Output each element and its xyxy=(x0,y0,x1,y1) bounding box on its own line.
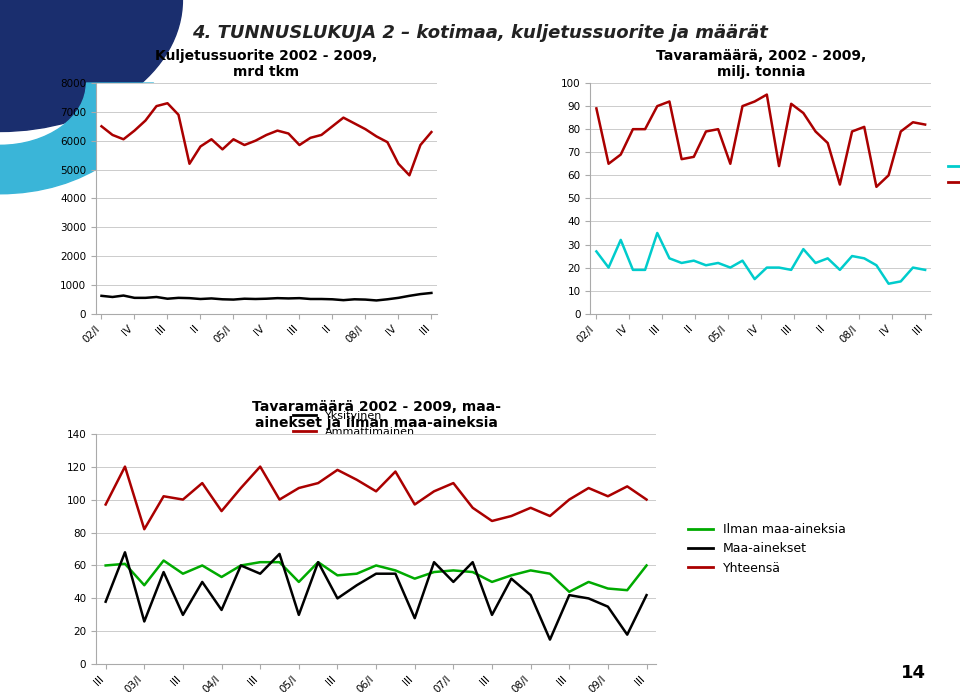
Title: Kuljetussuorite 2002 - 2009,
mrd tkm: Kuljetussuorite 2002 - 2009, mrd tkm xyxy=(156,49,377,79)
Text: 4. TUNNUSLUKUJA 2 – kotimaa, kuljetussuorite ja määrät: 4. TUNNUSLUKUJA 2 – kotimaa, kuljetussuo… xyxy=(192,24,768,42)
Legend: Ilman maa-aineksia, Maa-ainekset, Yhteensä: Ilman maa-aineksia, Maa-ainekset, Yhteen… xyxy=(683,518,851,580)
Title: Tavaramäärä, 2002 - 2009,
milj. tonnia: Tavaramäärä, 2002 - 2009, milj. tonnia xyxy=(656,49,866,79)
Legend: Yksityinen, Ammattimainen: Yksityinen, Ammattimainen xyxy=(944,158,960,192)
Text: 14: 14 xyxy=(901,664,926,682)
Title: Tavaramäärä 2002 - 2009, maa-
ainekset ja ilman maa-aineksia: Tavaramäärä 2002 - 2009, maa- ainekset j… xyxy=(252,399,500,430)
Legend: Yksityinen, Ammattimainen: Yksityinen, Ammattimainen xyxy=(289,407,420,441)
